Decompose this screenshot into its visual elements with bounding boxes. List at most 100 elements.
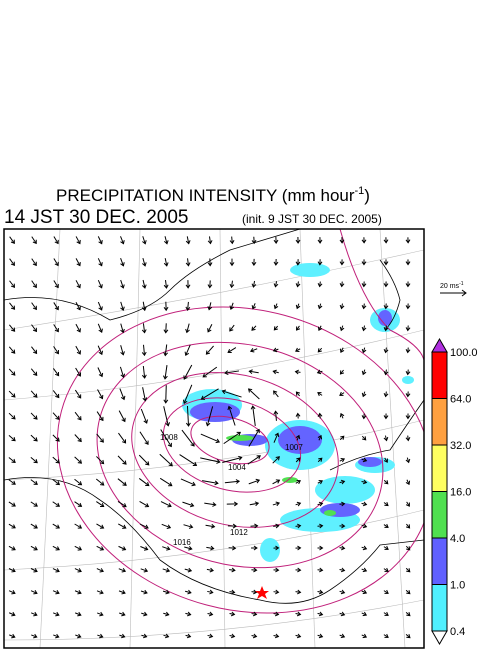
wind-arrow-head: [275, 523, 280, 529]
wind-scale-head: [461, 289, 467, 297]
wind-arrow: [202, 366, 218, 378]
wind-arrow-head: [192, 461, 198, 466]
wind-arrow-head: [122, 503, 127, 508]
wind-arrow-head: [339, 348, 345, 354]
wind-arrow-head: [166, 524, 172, 529]
wind-arrow-head: [296, 501, 302, 507]
wind-arrow-head: [339, 261, 345, 266]
wind-arrow-head: [273, 326, 278, 331]
wind-arrow-head: [188, 524, 194, 529]
wind-arrow: [8, 501, 16, 507]
wind-arrow-head: [163, 329, 169, 334]
wind-arrow-head: [249, 348, 255, 353]
wind-arrow: [30, 523, 38, 529]
wind-arrow-head: [99, 459, 105, 465]
wind-arrow-head: [275, 589, 280, 595]
wind-arrow-head: [11, 480, 16, 485]
wind-arrow: [252, 406, 256, 426]
wind-arrow: [118, 523, 126, 529]
wind-arrow: [75, 634, 81, 638]
wind-arrow-head: [295, 239, 301, 244]
wind-arrow: [96, 411, 104, 421]
wind-arrow-head: [274, 633, 280, 639]
wind-arrow: [142, 365, 146, 379]
wind-arrow: [162, 546, 170, 550]
wind-arrow: [142, 258, 146, 266]
wind-arrow-head: [405, 239, 411, 244]
wind-arrow-head: [54, 327, 59, 333]
wind-arrow-head: [122, 524, 127, 529]
wind-arrow-head: [251, 326, 256, 331]
wind-arrow-head: [168, 482, 173, 487]
wind-arrow-head: [33, 349, 38, 355]
wind-arrow: [248, 388, 260, 400]
wind-arrow: [180, 478, 196, 486]
wind-arrow: [52, 501, 60, 507]
wind-arrow-head: [120, 373, 126, 379]
wind-arrow-head: [167, 503, 172, 508]
wind-arrow-head: [165, 589, 170, 595]
wind-arrow: [52, 590, 60, 594]
wind-arrow-head: [362, 523, 368, 529]
wind-arrow-head: [253, 567, 258, 573]
wind-arrow: [274, 281, 278, 287]
colorbar-label: 32.0: [450, 440, 471, 452]
wind-arrow-head: [163, 284, 169, 289]
wind-arrow: [8, 457, 16, 463]
wind-arrow-head: [224, 370, 229, 376]
wind-arrow: [120, 258, 124, 266]
wind-arrow: [52, 456, 60, 464]
wind-arrow: [30, 479, 38, 485]
wind-arrow-head: [10, 239, 15, 245]
wind-arrow: [183, 384, 193, 404]
wind-arrow: [8, 390, 16, 398]
wind-arrow: [207, 590, 213, 594]
wind-arrow: [184, 568, 192, 572]
wind-arrow-head: [33, 568, 38, 573]
wind-arrow-head: [143, 568, 149, 573]
wind-arrow-head: [255, 428, 260, 434]
wind-arrow-head: [236, 431, 242, 436]
wind-arrow-head: [166, 546, 171, 551]
wind-arrow: [30, 368, 38, 376]
wind-arrow-head: [361, 392, 367, 398]
wind-arrow-head: [200, 395, 206, 400]
wind-arrow-head: [145, 482, 150, 487]
wind-arrow-head: [141, 306, 147, 312]
wind-arrow-head: [168, 462, 173, 467]
wind-arrow: [200, 433, 220, 443]
wind-arrow: [74, 411, 82, 421]
wind-arrow: [75, 236, 81, 244]
wind-arrow: [97, 345, 103, 355]
wind-arrow-head: [383, 283, 389, 288]
wind-arrow-head: [361, 239, 367, 244]
wind-arrow: [202, 480, 218, 484]
wind-arrow: [30, 568, 38, 572]
wind-arrow: [8, 412, 16, 420]
wind-arrow: [30, 390, 38, 398]
wind-arrow-head: [120, 395, 126, 401]
wind-arrow-head: [33, 480, 38, 485]
wind-arrow-head: [33, 590, 38, 595]
wind-arrow: [31, 258, 37, 266]
wind-arrow: [162, 568, 170, 572]
wind-arrow-head: [318, 479, 324, 485]
wind-arrow-head: [405, 437, 411, 442]
wind-arrow-head: [317, 412, 323, 417]
wind-arrow: [53, 368, 59, 376]
wind-arrow-head: [55, 589, 60, 595]
wind-arrow-head: [77, 502, 83, 507]
wind-arrow-head: [33, 459, 38, 464]
wind-arrow-head: [163, 306, 169, 312]
wind-arrow: [120, 236, 124, 244]
wind-arrow-head: [272, 369, 277, 375]
wind-arrow-head: [405, 458, 411, 464]
wind-arrow: [31, 302, 37, 310]
wind-arrow-head: [55, 393, 60, 399]
wind-arrow-head: [362, 457, 368, 463]
wind-arrow: [8, 479, 16, 485]
wind-arrow-head: [210, 523, 216, 529]
wind-arrow: [74, 568, 82, 572]
wind-scale-label: 20 ms-1: [440, 281, 464, 290]
wind-arrow-head: [339, 370, 345, 375]
